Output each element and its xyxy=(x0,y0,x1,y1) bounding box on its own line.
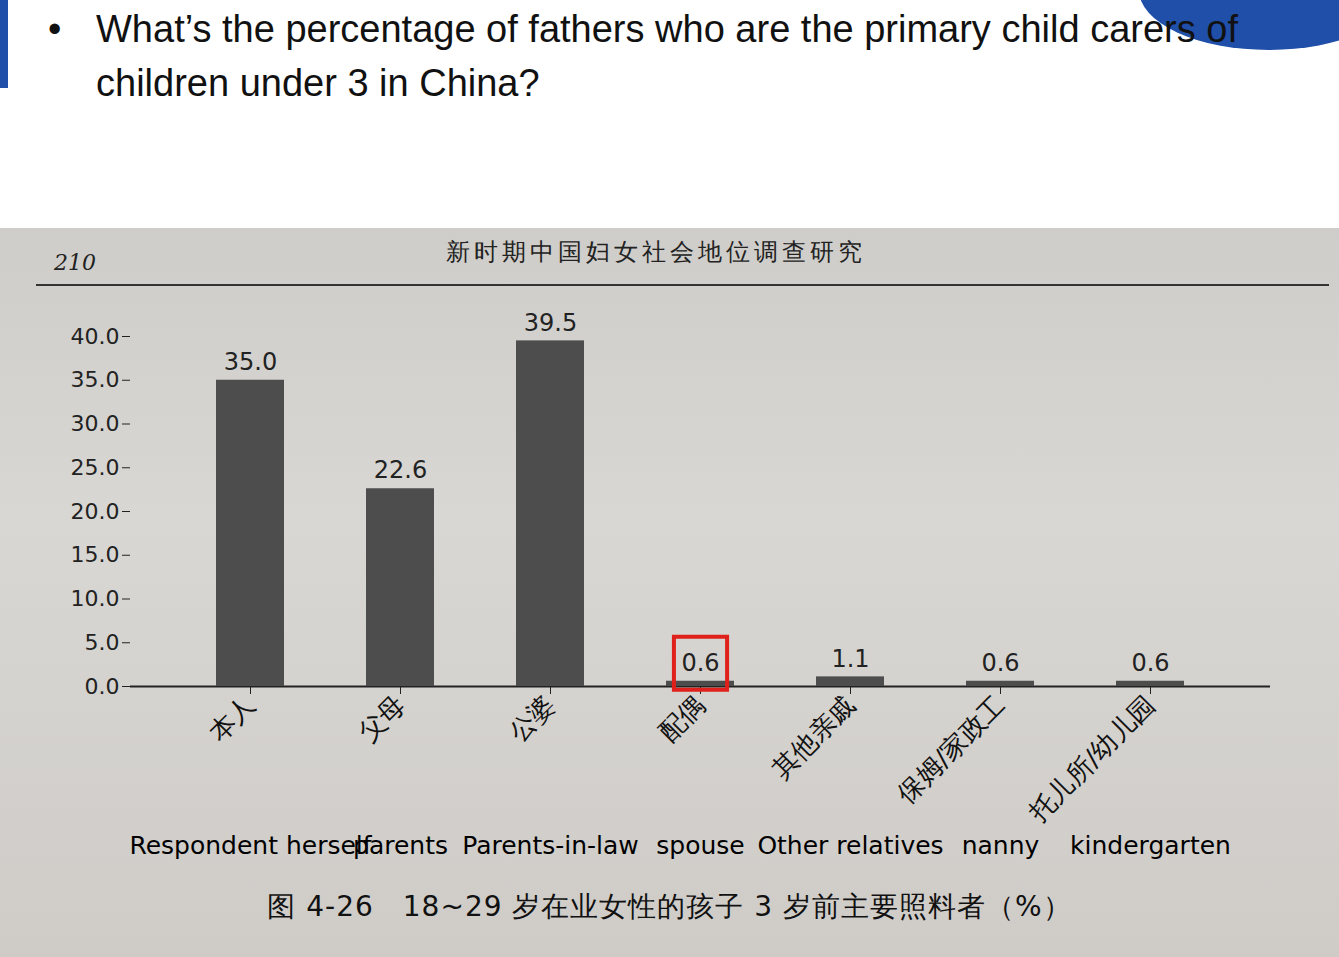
svg-text:25.0: 25.0 xyxy=(71,455,120,480)
html-text:What’s the percentage of fathe: What’s the percentage of fathers who are… xyxy=(96,8,1238,104)
html-text:新时期中国妇女社会地位调查研究: 新时期中国妇女社会地位调查研究 xyxy=(446,238,866,266)
svg-text:公婆: 公婆 xyxy=(503,689,561,747)
svg-text:22.6: 22.6 xyxy=(374,456,427,484)
html-text:图 4-26 18~29 岁在业女性的孩子 3 岁前主要照料: 图 4-26 18~29 岁在业女性的孩子 3 岁前主要照料者（%） xyxy=(267,890,1072,923)
svg-text:Other relatives: Other relatives xyxy=(757,831,943,860)
svg-text:Parents-in-law: Parents-in-law xyxy=(462,831,639,860)
svg-text:parents: parents xyxy=(353,831,448,860)
svg-text:父母: 父母 xyxy=(353,689,411,747)
svg-text:0.6: 0.6 xyxy=(681,649,719,677)
svg-text:配偶: 配偶 xyxy=(653,689,711,747)
svg-text:30.0: 30.0 xyxy=(71,411,120,436)
svg-text:spouse: spouse xyxy=(656,831,744,860)
html-text:210: 210 xyxy=(54,250,96,275)
svg-text:39.5: 39.5 xyxy=(524,309,577,337)
svg-text:40.0: 40.0 xyxy=(71,324,120,349)
svg-text:20.0: 20.0 xyxy=(71,499,120,524)
svg-text:35.0: 35.0 xyxy=(224,348,277,376)
svg-text:5.0: 5.0 xyxy=(85,630,120,655)
svg-text:其他亲戚: 其他亲戚 xyxy=(766,689,861,784)
svg-text:0.0: 0.0 xyxy=(85,674,120,699)
svg-text:Respondent herself: Respondent herself xyxy=(129,831,372,860)
svg-text:15.0: 15.0 xyxy=(71,542,120,567)
svg-text:本人: 本人 xyxy=(203,689,261,747)
svg-text:1.1: 1.1 xyxy=(831,645,869,673)
svg-text:kindergarten: kindergarten xyxy=(1070,831,1231,860)
svg-text:0.6: 0.6 xyxy=(1131,649,1169,677)
svg-text:托儿所/幼儿园: 托儿所/幼儿园 xyxy=(1022,689,1160,827)
svg-text:保姆/家政工: 保姆/家政工 xyxy=(891,689,1010,808)
svg-text:10.0: 10.0 xyxy=(71,586,120,611)
svg-text:0.6: 0.6 xyxy=(981,649,1019,677)
svg-text:nanny: nanny xyxy=(962,831,1040,860)
svg-text:35.0: 35.0 xyxy=(71,367,120,392)
